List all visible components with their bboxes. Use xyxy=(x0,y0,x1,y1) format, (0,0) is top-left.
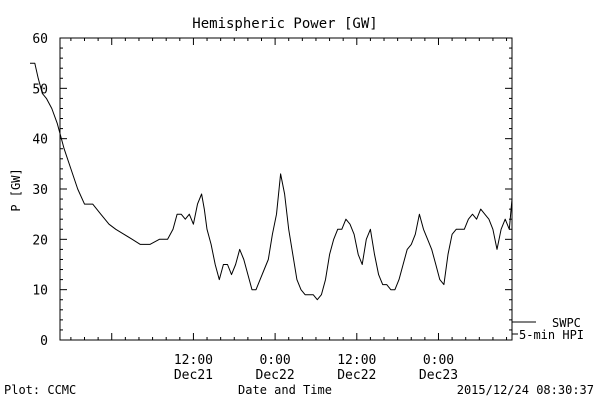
x-tick-date-label: Dec22 xyxy=(256,368,295,383)
y-axis-ticks: 0 10 20 30 40 50 60 xyxy=(32,32,512,349)
series-group xyxy=(30,62,513,301)
chart-title: Hemispheric Power [GW] xyxy=(192,16,377,32)
x-tick-time-label: 0:00 xyxy=(259,353,290,368)
legend-entry-5min-hpi: 5-min HPI xyxy=(519,328,584,342)
y-tick-label: 10 xyxy=(32,284,48,299)
y-tick-label: 30 xyxy=(32,183,48,198)
legend: SWPC 5-min HPI xyxy=(512,316,584,342)
y-tick-label: 50 xyxy=(32,82,48,97)
plot-credit: Plot: CCMC xyxy=(4,383,76,397)
x-axis-label: Date and Time xyxy=(238,383,332,397)
series-line-swpc xyxy=(30,62,513,301)
plot-frame xyxy=(59,37,513,341)
x-tick-time-label: 12:00 xyxy=(174,353,213,368)
x-tick-time-label: 12:00 xyxy=(337,353,376,368)
y-axis-label: P [GW] xyxy=(9,168,23,211)
y-tick-label: 60 xyxy=(32,32,48,47)
y-tick-label: 0 xyxy=(40,334,48,349)
plot-timestamp: 2015/12/24 08:30:37 xyxy=(457,383,594,397)
x-tick-date-label: Dec21 xyxy=(174,368,213,383)
x-tick-time-label: 0:00 xyxy=(423,353,454,368)
legend-entry-swpc: SWPC xyxy=(552,316,581,330)
y-tick-label: 20 xyxy=(32,233,48,248)
x-tick-date-label: Dec22 xyxy=(337,368,376,383)
y-tick-label: 40 xyxy=(32,133,48,148)
x-tick-date-label: Dec23 xyxy=(419,368,458,383)
